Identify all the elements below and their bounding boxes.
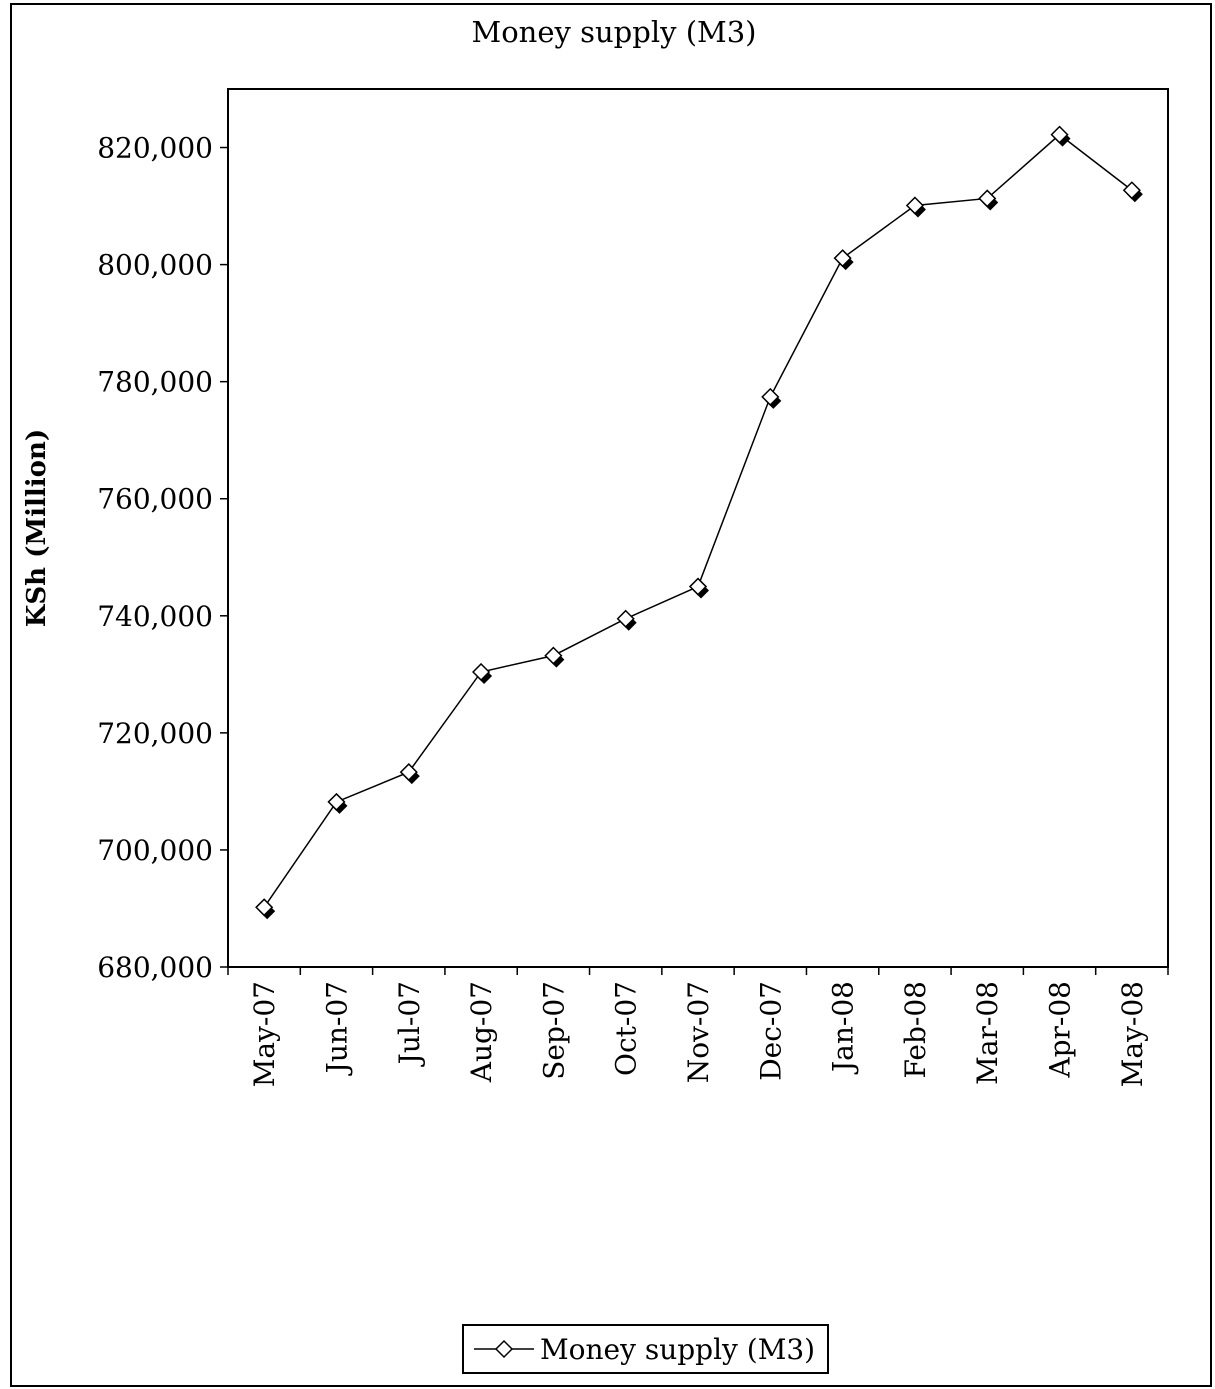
x-tick-label: May-07 bbox=[248, 981, 281, 1087]
y-tick-label: 820,000 bbox=[97, 132, 213, 165]
data-point bbox=[255, 898, 274, 917]
data-point bbox=[1050, 125, 1069, 144]
y-tick-label: 700,000 bbox=[97, 834, 213, 867]
x-tick-label: May-08 bbox=[1116, 981, 1149, 1087]
data-point bbox=[905, 196, 924, 215]
y-tick-label: 680,000 bbox=[97, 951, 213, 984]
y-tick-label: 800,000 bbox=[97, 249, 213, 282]
legend: Money supply (M3) bbox=[462, 1324, 829, 1374]
data-point bbox=[616, 609, 635, 628]
data-point bbox=[399, 763, 418, 782]
data-point bbox=[833, 249, 852, 268]
x-tick-label: Mar-08 bbox=[971, 981, 1004, 1085]
x-tick-label: Aug-07 bbox=[465, 981, 498, 1083]
data-point bbox=[978, 189, 997, 208]
legend-label: Money supply (M3) bbox=[540, 1333, 815, 1366]
x-tick-label: Jul-07 bbox=[393, 981, 426, 1067]
data-point bbox=[327, 792, 346, 811]
x-tick-label: Jan-08 bbox=[827, 981, 860, 1075]
data-point bbox=[472, 662, 491, 682]
y-axis-label: KSh (Million) bbox=[22, 429, 52, 627]
x-tick-label: Jun-07 bbox=[320, 981, 353, 1076]
x-tick-label: Nov-07 bbox=[682, 981, 715, 1083]
x-tick-label: Apr-08 bbox=[1044, 981, 1077, 1079]
data-point bbox=[1122, 181, 1141, 200]
y-axis-ticks: 680,000 700,000 720,000 740,000 760,000 780,0… bbox=[97, 132, 228, 984]
data-point bbox=[544, 646, 563, 665]
data-point bbox=[688, 577, 708, 596]
plot-area bbox=[227, 88, 1169, 968]
y-tick-label: 740,000 bbox=[97, 600, 213, 633]
data-point bbox=[761, 387, 780, 406]
x-tick-label: Sep-07 bbox=[537, 981, 570, 1080]
x-tick-label: Dec-07 bbox=[754, 981, 787, 1081]
legend-marker-icon bbox=[494, 1339, 514, 1359]
series-money-supply bbox=[255, 125, 1143, 920]
y-tick-label: 780,000 bbox=[97, 366, 213, 399]
x-tick-label: Feb-08 bbox=[899, 981, 932, 1078]
x-axis-ticks: May-07 Jun-07 Jul-07 Aug-07 Sep-07 Oct-07 Nov-… bbox=[227, 967, 1169, 1087]
x-tick-label: Oct-07 bbox=[610, 981, 643, 1076]
chart-title: Money supply (M3) bbox=[472, 15, 757, 49]
y-tick-label: 760,000 bbox=[97, 483, 213, 516]
y-tick-label: 720,000 bbox=[97, 717, 213, 750]
